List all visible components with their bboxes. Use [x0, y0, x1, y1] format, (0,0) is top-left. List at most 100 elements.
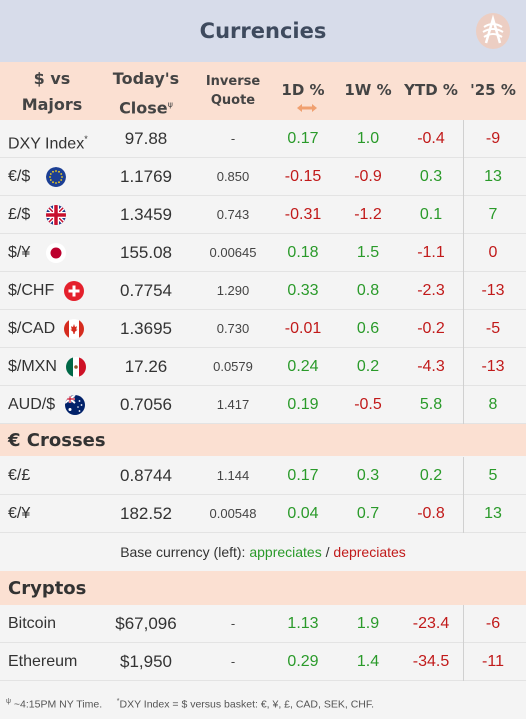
crosses-section-header: € Crosses [0, 424, 526, 456]
change-2025: 8 [488, 396, 498, 413]
time-note: ~4:15PM NY Time. [13, 698, 103, 711]
majors-row[interactable]: DXY Index* 97.88 - 0.17 1.0 -0.4 -9 [0, 120, 526, 158]
change-2025: -13 [481, 358, 505, 375]
header-todays-close: Today's Closeψ [112, 69, 180, 118]
footnote: ψ ~4:15PM NY Time. *DXY Index = $ versus… [6, 692, 522, 715]
column-divider [463, 457, 464, 533]
majors-row[interactable]: $/MXN 17.26 0.0579 0.24 0.2 -4.3 -13 [0, 348, 526, 386]
inverse-quote-value: 1.290 [216, 283, 250, 298]
change-1w: 1.5 [356, 244, 380, 261]
inverse-quote-value: 0.850 [216, 169, 250, 184]
change-ytd: 0.3 [419, 168, 443, 185]
change-1w: 0.7 [356, 505, 380, 522]
change-1d: 0.04 [287, 505, 319, 522]
inverse-quote-value: 0.730 [216, 321, 250, 336]
change-1d: 0.33 [287, 282, 319, 299]
close-value: 0.7754 [120, 281, 172, 300]
majors-row[interactable]: £/$ 1.3459 0.743 -0.31 -1.2 0.1 7 [0, 196, 526, 234]
change-1w: -0.5 [354, 396, 382, 413]
majors-row[interactable]: $/CHF 0.7754 1.290 0.33 0.8 -2.3 -13 [0, 272, 526, 310]
close-value: $1,950 [120, 652, 172, 671]
change-1d: 0.19 [287, 396, 319, 413]
header-2025[interactable]: '25 % [470, 81, 516, 99]
column-divider [463, 120, 464, 424]
pair-name: AUD/$ [8, 396, 56, 413]
change-1d: 1.13 [287, 615, 319, 632]
majors-row[interactable]: AUD/$ 0.7056 1.417 0.19 -0.5 5.8 8 [0, 386, 526, 424]
crypto-row[interactable]: Ethereum $1,950 - 0.29 1.4 -34.5 -11 [0, 643, 526, 681]
close-value: 97.88 [124, 129, 168, 148]
page-title: Currencies [199, 19, 327, 43]
header-1d[interactable]: 1D % [281, 81, 325, 99]
majors-row[interactable]: €/$ 1.1769 0.850 -0.15 -0.9 0.3 13 [0, 158, 526, 196]
title-bar: Currencies [0, 0, 526, 62]
crypto-row[interactable]: Bitcoin $67,096 - 1.13 1.9 -23.4 -6 [0, 605, 526, 643]
pair-name: Ethereum [8, 653, 78, 670]
change-ytd: 0.1 [419, 206, 443, 223]
change-2025: -13 [481, 282, 505, 299]
majors-row[interactable]: $/¥ 155.08 0.00645 0.18 1.5 -1.1 0 [0, 234, 526, 272]
close-value: 155.08 [120, 243, 172, 262]
legend-prefix: Base currency (left): [120, 544, 246, 560]
crosses-title: € Crosses [8, 429, 106, 451]
close-value: $67,096 [115, 614, 177, 633]
change-2025: 7 [488, 206, 498, 223]
inverse-quote-value: 1.417 [216, 397, 250, 412]
uk-flag-icon [46, 205, 66, 225]
psi-mark: ψ [6, 698, 11, 705]
change-2025: -9 [485, 130, 501, 147]
change-1d: 0.29 [287, 653, 319, 670]
change-1w: 1.9 [356, 615, 380, 632]
pair-name: €/£ [8, 467, 31, 484]
close-value: 0.8744 [120, 466, 172, 485]
change-1w: -1.2 [354, 206, 382, 223]
change-2025: 13 [484, 505, 502, 522]
change-1d: -0.01 [284, 320, 322, 337]
mexico-flag-icon [66, 357, 86, 377]
change-ytd: -34.5 [412, 653, 450, 670]
pair-name: Bitcoin [8, 615, 57, 632]
pair-name: DXY Index* [8, 134, 88, 153]
majors-row[interactable]: $/CAD 1.3695 0.730 -0.01 0.6 -0.2 -5 [0, 310, 526, 348]
crosses-row[interactable]: €/£ 0.8744 1.144 0.17 0.3 0.2 5 [0, 457, 526, 495]
change-1w: 1.4 [356, 653, 380, 670]
change-2025: 5 [488, 467, 498, 484]
inverse-quote-value: - [230, 616, 236, 631]
change-1d: -0.15 [284, 168, 322, 185]
change-1d: 0.24 [287, 358, 319, 375]
change-1d: 0.18 [287, 244, 319, 261]
change-2025: -6 [485, 615, 501, 632]
header-inverse-quote: Inverse Quote [205, 74, 261, 108]
change-1w: -0.9 [354, 168, 382, 185]
pair-name: $/CHF [8, 282, 55, 299]
header-ytd[interactable]: YTD % [404, 81, 458, 99]
pair-name: £/$ [8, 206, 31, 223]
close-value: 0.7056 [120, 395, 172, 414]
pair-name: $/CAD [8, 320, 56, 337]
legend-depreciates: depreciates [333, 544, 406, 560]
change-ytd: -0.4 [417, 130, 445, 147]
star-mark: * [116, 698, 120, 705]
color-legend: Base currency (left): appreciates / depr… [0, 534, 526, 570]
cryptos-title: Cryptos [8, 577, 87, 599]
dxy-note: DXY Index = $ versus basket: €, ¥, £, CA… [119, 698, 375, 711]
change-1w: 0.8 [356, 282, 380, 299]
crosses-row[interactable]: €/¥ 182.52 0.00548 0.04 0.7 -0.8 13 [0, 495, 526, 533]
change-1w: 1.0 [356, 130, 380, 147]
header-1w[interactable]: 1W % [344, 81, 392, 99]
pair-name: €/$ [8, 168, 31, 185]
pair-name: €/¥ [8, 505, 31, 522]
brand-logo-icon [476, 13, 510, 49]
legend-separator: / [325, 544, 330, 560]
change-1w: 0.3 [356, 467, 380, 484]
inverse-quote-value: 1.144 [216, 468, 250, 483]
sort-arrows-icon[interactable] [296, 103, 318, 113]
close-value: 182.52 [120, 504, 172, 523]
inverse-quote-value: 0.743 [216, 207, 250, 222]
swiss-flag-icon [64, 281, 84, 301]
pair-name: $/¥ [8, 244, 31, 261]
japan-flag-icon [46, 243, 66, 263]
change-ytd: 5.8 [419, 396, 443, 413]
australia-flag-icon [65, 395, 85, 415]
change-ytd: -1.1 [417, 244, 445, 261]
